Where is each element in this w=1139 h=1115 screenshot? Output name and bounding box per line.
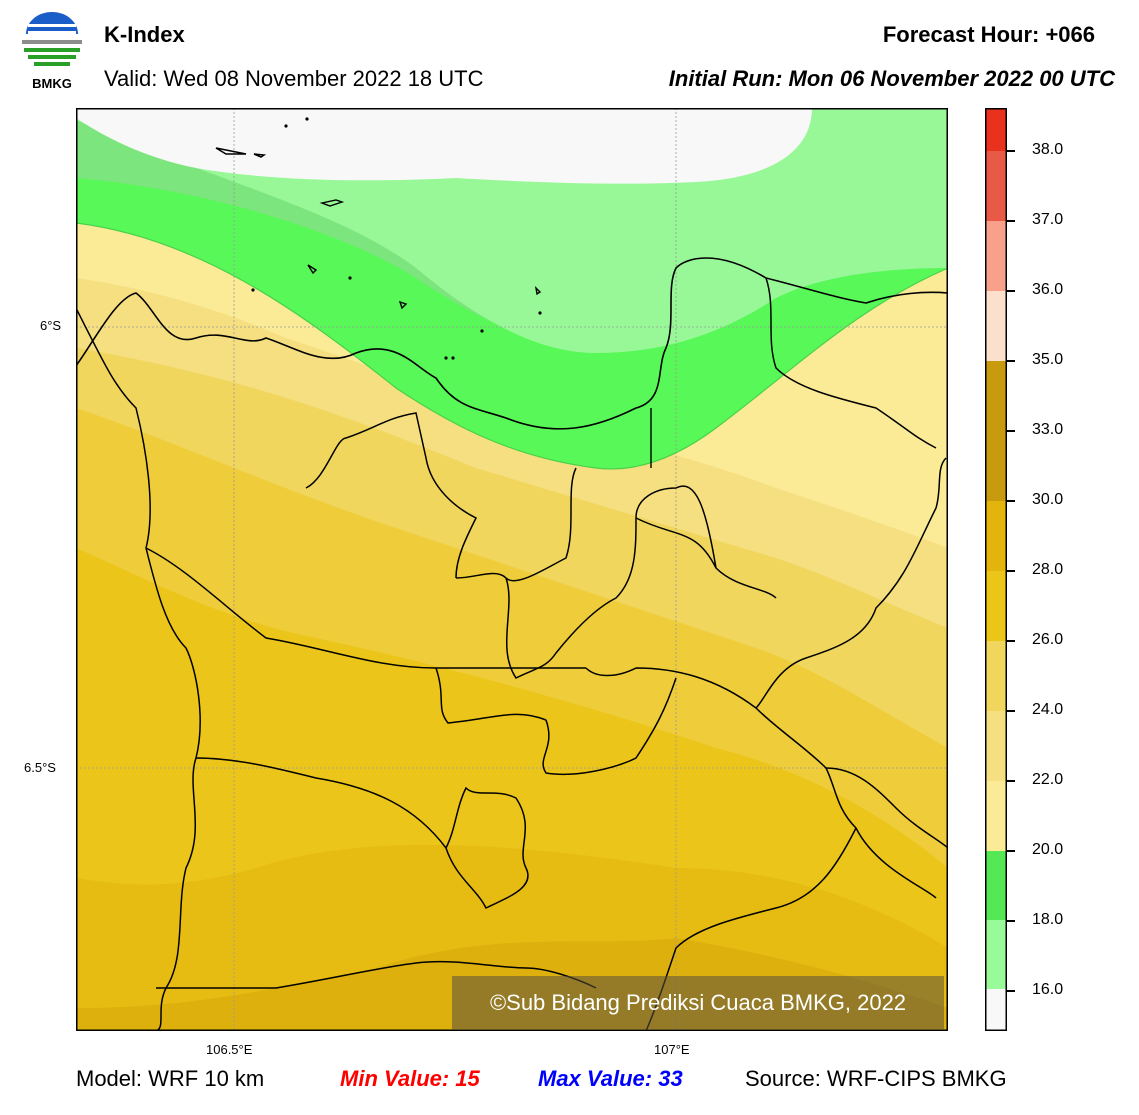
bmkg-logo-icon <box>18 12 86 92</box>
colorbar-tick <box>1007 360 1015 362</box>
colorbar-tick <box>1007 150 1015 152</box>
colorbar-tick <box>1007 990 1015 992</box>
colorbar-tick <box>1007 640 1015 642</box>
colorbar-tick <box>1007 920 1015 922</box>
colorbar-label: 26.0 <box>1032 631 1064 648</box>
colorbar-label: 16.0 <box>1032 981 1064 998</box>
lat-label-6s: 6°S <box>40 318 62 333</box>
k-index-map <box>76 108 948 1031</box>
colorbar-tick <box>1007 710 1015 712</box>
colorbar-label: 37.0 <box>1032 211 1064 228</box>
chart-title: K-Index <box>104 22 185 47</box>
source-info: Source: WRF-CIPS BMKG <box>745 1066 1007 1091</box>
colorbar-label: 28.0 <box>1032 561 1064 578</box>
colorbar-green-overlay <box>985 108 1007 1031</box>
model-info: Model: WRF 10 km <box>76 1066 265 1091</box>
logo-text: BMKG <box>32 76 72 91</box>
colorbar-label: 24.0 <box>1032 701 1064 718</box>
max-value: Max Value: 33 <box>538 1066 683 1091</box>
colorbar-tick <box>1007 290 1015 292</box>
lon-label-106-5e: 106.5°E <box>206 1042 253 1057</box>
colorbar-label: 20.0 <box>1032 841 1064 858</box>
colorbar-tick <box>1007 850 1015 852</box>
colorbar-label: 18.0 <box>1032 911 1064 928</box>
initial-run: Initial Run: Mon 06 November 2022 00 UTC <box>668 66 1115 91</box>
lat-label-6-5s: 6.5°S <box>24 760 56 775</box>
lon-label-107e: 107°E <box>654 1042 690 1057</box>
copyright-banner: ©Sub Bidang Prediksi Cuaca BMKG, 2022 <box>452 976 944 1030</box>
valid-time: Valid: Wed 08 November 2022 18 UTC <box>104 66 484 91</box>
colorbar-label: 30.0 <box>1032 491 1064 508</box>
colorbar-label: 38.0 <box>1032 141 1064 158</box>
colorbar-label: 36.0 <box>1032 281 1064 298</box>
colorbar-label: 22.0 <box>1032 771 1064 788</box>
colorbar-tick <box>1007 220 1015 222</box>
colorbar-label: 33.0 <box>1032 421 1064 438</box>
forecast-hour: Forecast Hour: +066 <box>882 22 1095 47</box>
colorbar-label: 35.0 <box>1032 351 1064 368</box>
colorbar-tick <box>1007 570 1015 572</box>
min-value: Min Value: 15 <box>340 1066 480 1091</box>
colorbar-tick <box>1007 780 1015 782</box>
colorbar-tick <box>1007 430 1015 432</box>
colorbar-tick <box>1007 500 1015 502</box>
